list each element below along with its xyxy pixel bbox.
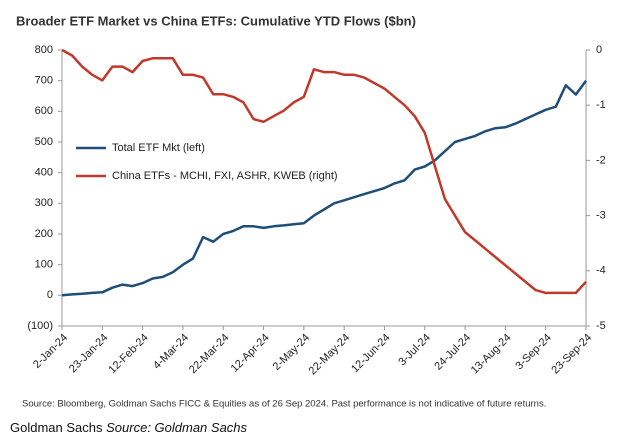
x-tick-label: 12-Jun-24: [349, 332, 393, 376]
series-line: [61, 79, 588, 297]
x-tick-label: 4-Mar-24: [151, 332, 191, 372]
y2-tick-label: -4: [596, 265, 606, 277]
y2-tick-label: 0: [596, 44, 602, 56]
caption-source: Source: Goldman Sachs: [106, 420, 247, 435]
chart-title: Broader ETF Market vs China ETFs: Cumula…: [16, 13, 416, 28]
x-tick-label: 12-Apr-24: [229, 332, 272, 375]
y-tick-label: 0: [47, 289, 53, 301]
series-line: [61, 48, 587, 295]
x-tick-label: 22-Mar-24: [187, 332, 231, 376]
x-tick-label: 22-May-24: [307, 332, 353, 378]
legend-label: Total ETF Mkt (left): [112, 142, 205, 154]
y-tick-label: 500: [35, 136, 53, 148]
x-tick-label: 23-Jan-24: [67, 332, 111, 376]
x-tick-label: 23-Sep-24: [549, 332, 594, 377]
x-tick-label: 3-Jul-24: [396, 332, 433, 369]
legend-label: China ETFs - MCHI, FXI, ASHR, KWEB (righ…: [112, 170, 338, 182]
y-tick-label: 100: [35, 259, 53, 271]
x-tick-label: 2-May-24: [271, 332, 312, 373]
x-tick-label: 2-Jan-24: [31, 332, 70, 371]
y-tick-label: 400: [35, 167, 53, 179]
x-tick-label: 24-Jul-24: [432, 332, 473, 373]
y-tick-label: 800: [35, 44, 53, 56]
y-tick-label: 600: [35, 105, 53, 117]
caption: Goldman Sachs Source: Goldman Sachs: [10, 420, 248, 435]
x-tick-label: 12-Feb-24: [106, 332, 150, 376]
y-tick-label: 200: [35, 228, 53, 240]
y2-tick-label: -5: [596, 320, 606, 332]
y2-tick-label: -2: [596, 154, 606, 166]
y-tick-label: (100): [27, 320, 53, 332]
caption-name: Goldman Sachs: [10, 420, 103, 435]
y2-tick-label: -1: [596, 99, 606, 111]
source-note: Source: Bloomberg, Goldman Sachs FICC & …: [22, 399, 546, 410]
x-tick-label: 3-Sep-24: [513, 332, 553, 372]
y-tick-label: 700: [35, 75, 53, 87]
y-tick-label: 300: [35, 197, 53, 209]
x-tick-label: 13-Aug-24: [469, 332, 514, 377]
y2-tick-label: -3: [596, 210, 606, 222]
